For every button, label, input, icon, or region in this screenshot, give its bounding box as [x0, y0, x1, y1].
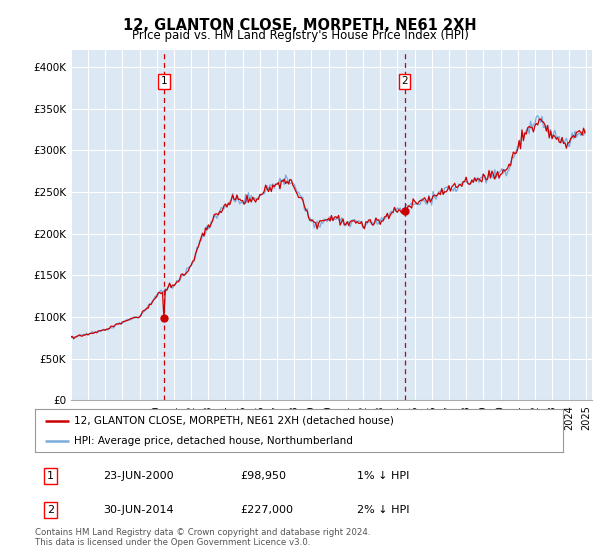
Text: 12, GLANTON CLOSE, MORPETH, NE61 2XH: 12, GLANTON CLOSE, MORPETH, NE61 2XH — [123, 18, 477, 33]
Text: 1: 1 — [47, 471, 54, 481]
Text: 2: 2 — [401, 76, 408, 86]
Text: 2% ↓ HPI: 2% ↓ HPI — [357, 505, 409, 515]
Text: £98,950: £98,950 — [241, 471, 287, 481]
Text: 23-JUN-2000: 23-JUN-2000 — [103, 471, 174, 481]
Text: 12, GLANTON CLOSE, MORPETH, NE61 2XH (detached house): 12, GLANTON CLOSE, MORPETH, NE61 2XH (de… — [74, 416, 394, 426]
Text: £227,000: £227,000 — [241, 505, 294, 515]
Text: 30-JUN-2014: 30-JUN-2014 — [103, 505, 174, 515]
Text: Price paid vs. HM Land Registry's House Price Index (HPI): Price paid vs. HM Land Registry's House … — [131, 29, 469, 42]
Text: 1% ↓ HPI: 1% ↓ HPI — [357, 471, 409, 481]
Text: 1: 1 — [161, 76, 167, 86]
Text: Contains HM Land Registry data © Crown copyright and database right 2024.
This d: Contains HM Land Registry data © Crown c… — [35, 528, 370, 547]
Text: HPI: Average price, detached house, Northumberland: HPI: Average price, detached house, Nort… — [74, 436, 353, 446]
Text: 2: 2 — [47, 505, 54, 515]
